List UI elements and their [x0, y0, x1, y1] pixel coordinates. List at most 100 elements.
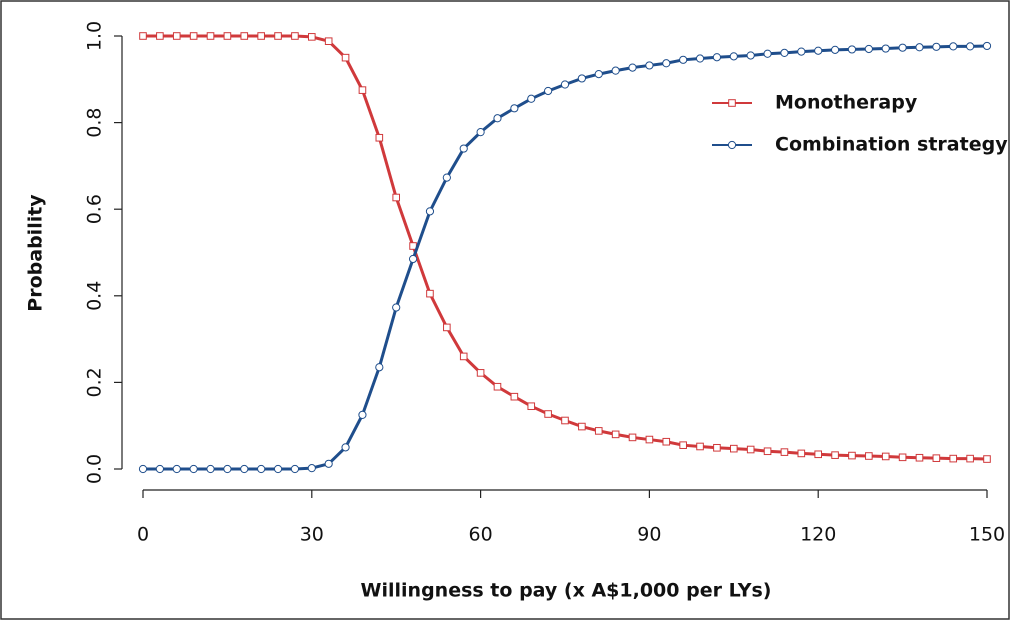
marker	[645, 61, 654, 70]
marker	[324, 37, 333, 45]
marker	[966, 42, 975, 51]
marker	[375, 133, 384, 142]
marker	[966, 454, 974, 463]
legend-marker	[727, 140, 737, 150]
marker	[881, 452, 890, 461]
marker	[155, 464, 164, 474]
marker	[847, 45, 857, 54]
marker	[983, 455, 991, 463]
x-tick-label: 90	[637, 524, 661, 546]
marker	[257, 32, 265, 40]
marker	[628, 63, 637, 72]
marker	[459, 352, 468, 361]
y-tick-label: 0.6	[84, 194, 106, 224]
marker	[358, 86, 367, 94]
marker	[561, 416, 569, 425]
marker	[189, 464, 198, 474]
marker	[662, 437, 671, 446]
marker	[830, 45, 840, 54]
marker	[594, 427, 603, 435]
marker	[578, 422, 586, 431]
marker	[459, 144, 468, 153]
marker	[274, 32, 282, 40]
marker	[544, 86, 553, 96]
marker	[915, 453, 924, 462]
marker	[611, 66, 620, 75]
marker	[341, 443, 350, 452]
marker	[949, 42, 958, 51]
marker	[172, 32, 181, 40]
marker	[358, 410, 367, 419]
marker	[172, 464, 181, 474]
marker	[290, 464, 300, 474]
marker	[189, 32, 198, 40]
marker	[730, 444, 738, 453]
marker	[865, 452, 873, 460]
marker	[223, 32, 232, 40]
marker	[679, 441, 687, 449]
marker	[932, 42, 941, 51]
marker	[814, 46, 823, 55]
marker	[291, 32, 299, 40]
marker	[712, 53, 722, 62]
x-tick-label: 0	[137, 524, 149, 546]
marker	[544, 410, 552, 418]
marker	[493, 114, 502, 123]
marker	[780, 448, 789, 456]
marker	[240, 464, 249, 474]
marker	[881, 44, 890, 53]
y-tick-label: 0.8	[84, 107, 106, 137]
legend-label: Combination strategy	[775, 134, 1008, 156]
marker	[814, 450, 823, 459]
marker	[156, 32, 164, 40]
y-tick-label: 0.2	[84, 367, 106, 397]
y-tick-label: 0.0	[84, 454, 106, 484]
marker	[797, 449, 806, 458]
marker	[442, 173, 451, 182]
marker	[510, 104, 519, 113]
marker	[679, 55, 688, 64]
marker	[307, 464, 316, 473]
marker	[527, 402, 536, 411]
marker	[898, 453, 907, 462]
marker	[527, 94, 536, 103]
marker	[763, 447, 772, 456]
marker	[443, 323, 451, 332]
legend-marker	[728, 99, 736, 107]
marker	[476, 128, 485, 137]
marker	[594, 70, 603, 79]
marker	[780, 48, 789, 57]
marker	[426, 289, 434, 298]
marker	[645, 435, 654, 444]
marker	[611, 430, 620, 439]
marker	[915, 43, 924, 52]
marker	[138, 464, 148, 474]
marker	[223, 464, 232, 474]
marker	[206, 464, 215, 474]
marker	[662, 59, 671, 68]
x-tick-label: 150	[969, 524, 1005, 546]
marker	[746, 51, 755, 60]
marker	[493, 382, 502, 391]
marker	[949, 454, 958, 463]
marker	[324, 459, 333, 468]
marker	[392, 303, 401, 312]
marker	[577, 74, 586, 83]
y-tick-label: 0.4	[84, 281, 106, 311]
marker	[341, 53, 350, 62]
marker	[797, 47, 806, 56]
marker	[240, 32, 249, 40]
marker	[763, 49, 772, 58]
marker	[510, 392, 519, 401]
marker	[139, 32, 147, 40]
marker	[273, 464, 283, 474]
marker	[206, 32, 215, 40]
marker	[696, 442, 704, 451]
marker	[257, 464, 266, 474]
legend-label: Monotherapy	[775, 92, 918, 114]
marker	[898, 43, 907, 52]
x-tick-label: 30	[300, 524, 324, 546]
x-tick-label: 120	[800, 524, 836, 546]
